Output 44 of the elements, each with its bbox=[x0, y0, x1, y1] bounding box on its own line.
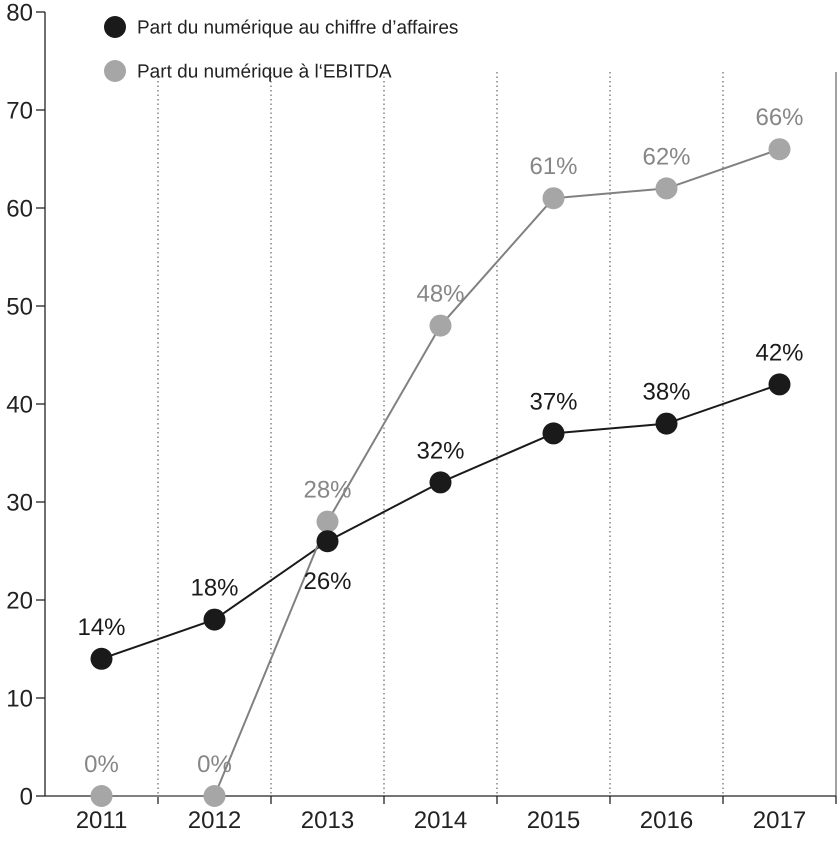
data-label: 38% bbox=[642, 378, 691, 406]
point bbox=[316, 530, 338, 552]
y-tick-label: 50 bbox=[6, 293, 33, 320]
legend-label: Part du numérique au chiffre d’affaires bbox=[137, 18, 458, 39]
point bbox=[430, 471, 452, 494]
data-label: 26% bbox=[303, 568, 352, 596]
legend-label: Part du numérique à l‘EBITDA bbox=[137, 62, 392, 83]
x-tick-label: 2016 bbox=[640, 807, 694, 834]
point bbox=[90, 648, 112, 670]
y-tick-label: 0 bbox=[20, 783, 33, 810]
point bbox=[204, 608, 226, 631]
data-label: 62% bbox=[642, 143, 691, 170]
y-tick-label: 40 bbox=[6, 391, 33, 418]
point bbox=[90, 785, 112, 807]
y-tick-label: 70 bbox=[6, 97, 33, 124]
point bbox=[656, 177, 678, 200]
data-label: 37% bbox=[529, 388, 578, 416]
data-label: 61% bbox=[529, 153, 578, 180]
point bbox=[768, 373, 790, 396]
x-tick-label: 2011 bbox=[76, 807, 128, 834]
point bbox=[542, 187, 564, 210]
x-tick-label: 2014 bbox=[414, 807, 468, 834]
data-label: 14% bbox=[77, 614, 126, 641]
y-tick-label: 80 bbox=[6, 0, 33, 26]
y-tick-label: 60 bbox=[6, 195, 33, 222]
data-label: 42% bbox=[755, 339, 804, 366]
point bbox=[316, 510, 338, 533]
y-tick-label: 20 bbox=[6, 587, 33, 614]
point bbox=[656, 412, 678, 435]
data-label: 18% bbox=[190, 574, 239, 602]
point bbox=[430, 314, 452, 337]
point bbox=[204, 785, 226, 807]
y-tick-label: 30 bbox=[6, 489, 33, 516]
y-tick-label: 10 bbox=[6, 685, 33, 712]
x-tick-label: 2012 bbox=[188, 807, 242, 834]
x-tick-label: 2015 bbox=[526, 807, 580, 834]
x-tick-label: 2013 bbox=[300, 807, 354, 834]
point bbox=[768, 138, 790, 160]
x-tick-label: 2017 bbox=[752, 807, 806, 834]
data-label: 0% bbox=[84, 751, 119, 778]
data-label: 48% bbox=[416, 280, 465, 308]
data-label: 32% bbox=[416, 437, 465, 464]
data-label: 66% bbox=[755, 104, 804, 132]
point bbox=[542, 422, 564, 444]
